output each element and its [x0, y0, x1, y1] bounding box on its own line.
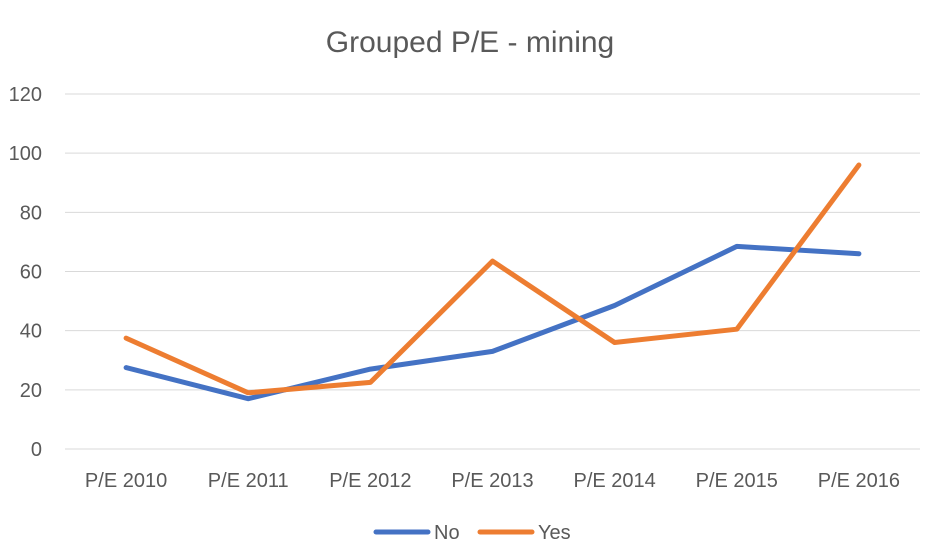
series-line-no — [123, 243, 862, 402]
y-tick-label: 60 — [20, 262, 42, 284]
legend-label-yes: Yes — [538, 522, 571, 544]
x-tick-label: P/E 2011 — [208, 470, 289, 492]
x-axis-ticks: P/E 2010 P/E 2011 P/E 2012 P/E 2013 P/E 2014… — [85, 470, 900, 492]
series-line-yes — [123, 162, 862, 396]
y-tick-label: 100 — [9, 143, 42, 165]
y-tick-label: 40 — [20, 321, 42, 343]
x-tick-label: P/E 2012 — [329, 470, 411, 492]
x-tick-label: P/E 2014 — [573, 470, 655, 492]
y-tick-label: 0 — [31, 439, 42, 461]
chart-title: Grouped P/E - mining — [326, 26, 614, 59]
legend: No Yes — [373, 522, 571, 544]
y-axis-ticks: 0 20 40 60 80 100 120 — [9, 84, 42, 461]
x-tick-label: P/E 2010 — [85, 470, 167, 492]
y-tick-label: 20 — [20, 380, 42, 402]
x-tick-label: P/E 2015 — [696, 470, 778, 492]
y-tick-label: 80 — [20, 202, 42, 224]
gridlines — [65, 93, 920, 450]
series-lines — [123, 162, 862, 402]
x-tick-label: P/E 2013 — [451, 470, 533, 492]
legend-label-no: No — [434, 522, 460, 544]
x-tick-label: P/E 2016 — [818, 470, 900, 492]
y-tick-label: 120 — [9, 84, 42, 106]
